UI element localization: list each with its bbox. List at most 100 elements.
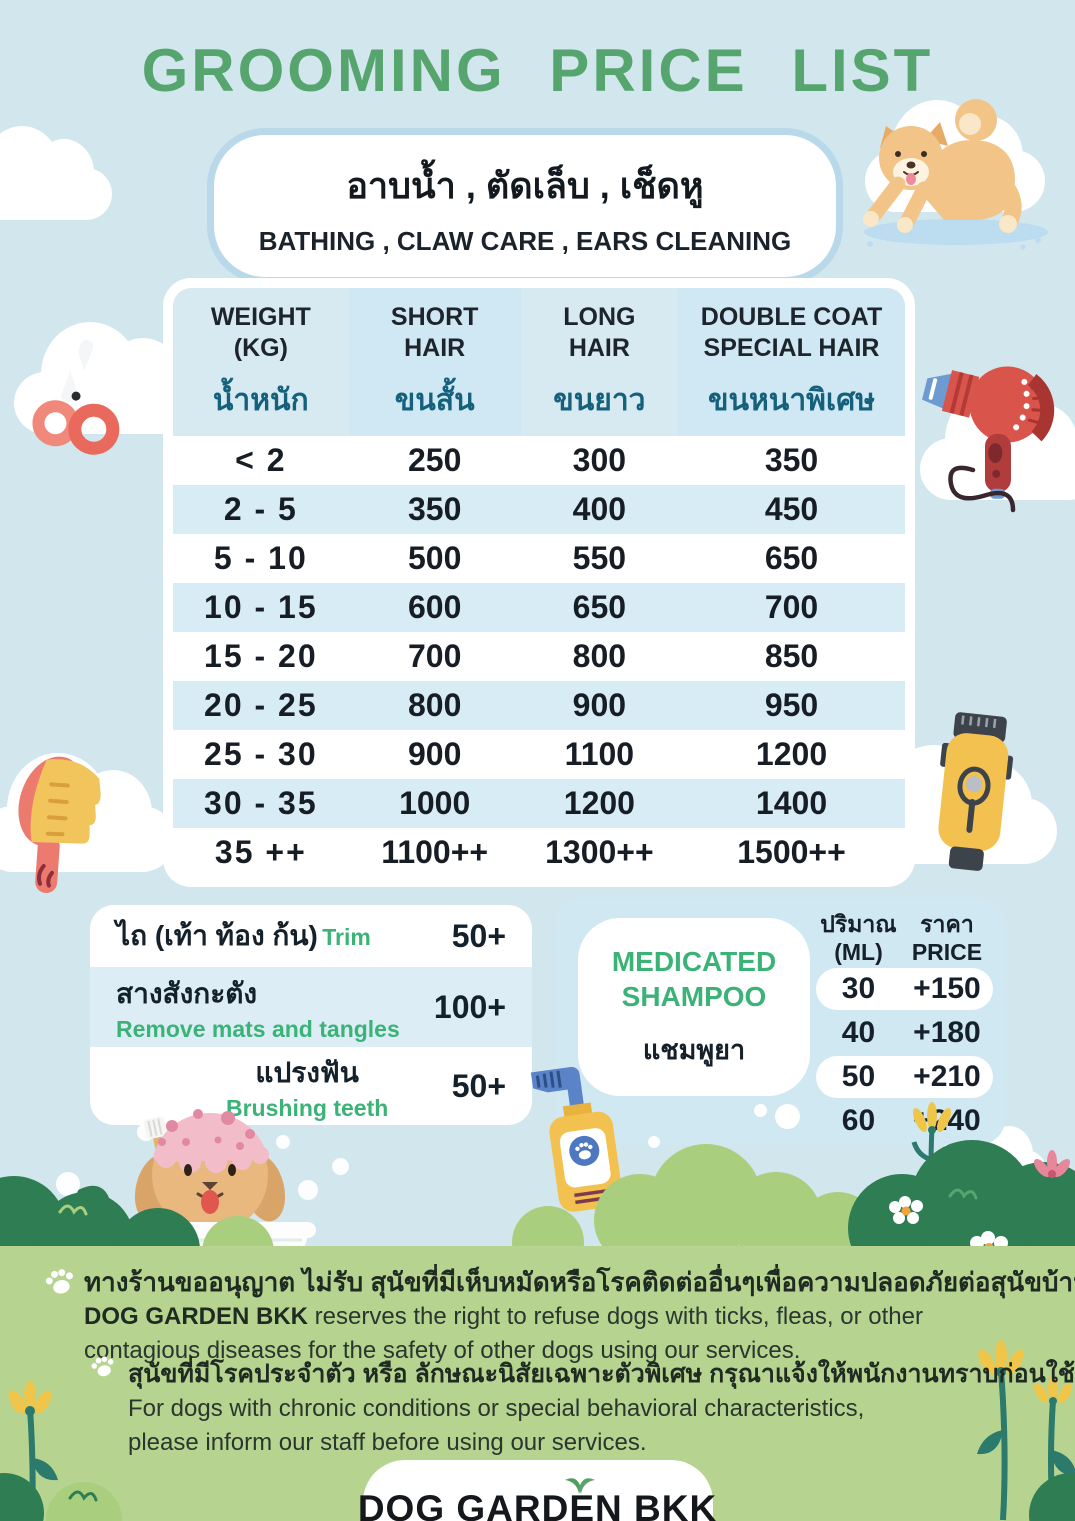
price-cell: 700 — [764, 588, 819, 625]
corner-plant-right — [961, 1330, 1075, 1521]
weight-cell: 10 - 15 — [204, 588, 318, 625]
bushes-decoration — [0, 1100, 1075, 1293]
weight-cell: 25 - 30 — [204, 735, 318, 772]
corner-plant-left — [0, 1378, 154, 1521]
shampoo-price-table: ปริมาณ (ML) ราคา PRICE 30 +150 40 +180 5… — [816, 910, 993, 1142]
price-cell: 250 — [407, 441, 462, 478]
price-cell: 1300++ — [545, 833, 654, 870]
price-row: 20 - 25 800 900 950 — [173, 680, 905, 730]
price-cell: 500 — [407, 539, 462, 576]
note2-english: For dogs with chronic conditions or spec… — [128, 1395, 865, 1457]
price-cell: 1400 — [755, 784, 828, 821]
shampoo-price: +150 — [913, 972, 981, 1006]
price-table-header: WEIGHT (KG) น้ำหนัก SHORT HAIR ขนสั้น LO… — [173, 288, 905, 436]
bubble-icon — [332, 1158, 349, 1175]
column-header-short-hair: SHORT HAIR ขนสั้น — [348, 288, 521, 436]
price-row: 15 - 20 700 800 850 — [173, 632, 905, 681]
weight-cell: 20 - 25 — [204, 686, 318, 723]
paw-print-icon — [44, 1266, 76, 1296]
shampoo-ml: 60 — [841, 1104, 876, 1138]
hair-dryer-icon — [913, 342, 1063, 522]
price-cell: 900 — [407, 735, 462, 772]
shampoo-column-volume: ปริมาณ (ML) — [820, 911, 897, 966]
column-header-weight: WEIGHT (KG) น้ำหนัก — [173, 288, 349, 436]
price-cell: 550 — [572, 539, 627, 576]
price-cell: 800 — [572, 637, 627, 674]
note2-thai: สุนัขที่มีโรคประจำตัว หรือ ลักษณะนิสัยเฉ… — [128, 1360, 1075, 1388]
price-cell: 1000 — [399, 784, 471, 821]
subtitle-thai: อาบน้ำ , ตัดเล็บ , เช็ดหู — [346, 165, 704, 206]
weight-cell: 2 - 5 — [223, 490, 298, 527]
extra-service-english: Brushing teeth — [226, 1094, 389, 1121]
shampoo-bottle-icon — [511, 1044, 653, 1224]
weight-cell: 15 - 20 — [204, 637, 318, 674]
column-header-long-hair: LONG HAIR ขนยาว — [520, 288, 679, 436]
extra-service-english: Remove mats and tangles — [116, 1015, 400, 1042]
price-cell: 650 — [572, 588, 627, 625]
price-cell: 450 — [764, 490, 819, 527]
extra-service-thai: ไถ (เท้า ท้อง ก้น) — [116, 920, 318, 951]
extra-service-thai: สางสังกะตัง — [116, 977, 258, 1009]
price-row: 35 ++ 1100++ 1300++ 1500++ — [173, 828, 905, 877]
shampoo-row: 40 +180 — [816, 1012, 993, 1054]
shampoo-ml: 40 — [841, 1016, 876, 1050]
price-cell: 1200 — [563, 784, 635, 821]
price-row: 30 - 35 1000 1200 1400 — [173, 778, 905, 828]
shampoo-ml: 50 — [841, 1060, 876, 1094]
page-title: GROOMING PRICE LIST — [141, 37, 934, 104]
extra-service-thai: แปรงฟัน — [255, 1056, 359, 1088]
price-cell: 1100++ — [381, 833, 489, 870]
price-cell: 1500++ — [737, 833, 846, 870]
logo-badge: DOG GARDEN BKK — [358, 1460, 716, 1521]
extra-service-price: 50+ — [451, 917, 506, 954]
bubble-icon — [648, 1136, 660, 1148]
weight-cell: 5 - 10 — [213, 539, 308, 576]
grooming-brush-icon — [0, 735, 115, 900]
hair-clipper-icon — [916, 704, 1029, 888]
weight-cell: 35 ++ — [214, 833, 307, 870]
price-cell: 1100 — [564, 735, 635, 772]
shampoo-column-price: ราคา PRICE — [911, 911, 983, 966]
price-cell: 600 — [407, 588, 462, 625]
extra-service-price: 50+ — [451, 1067, 506, 1104]
price-cell: 700 — [407, 637, 462, 674]
price-row: 5 - 10 500 550 650 — [173, 534, 905, 583]
scissors-icon — [16, 330, 141, 460]
shampoo-ml: 30 — [841, 972, 876, 1006]
note1-thai: ทางร้านขออนุญาต ไม่รับ สุนัขที่มีเห็บหมั… — [84, 1267, 1075, 1297]
shampoo-row: 50 +210 — [816, 1056, 993, 1099]
price-row: 2 - 5 350 400 450 — [173, 484, 905, 534]
price-cell: 900 — [572, 686, 627, 723]
price-cell: 350 — [764, 441, 819, 478]
extra-service-row: สางสังกะตัง Remove mats and tangles 100+ — [90, 967, 532, 1047]
weight-cell: < 2 — [235, 441, 287, 478]
extra-service-row: ไถ (เท้า ท้อง ก้น) Trim 50+ — [90, 905, 532, 967]
pink-flower — [1033, 1150, 1071, 1178]
price-cell: 300 — [572, 441, 627, 478]
extra-service-row: แปรงฟัน Brushing teeth 50+ — [90, 1047, 532, 1125]
extra-services-box: ไถ (เท้า ท้อง ก้น) Trim 50+ สางสังกะตัง … — [90, 905, 532, 1125]
price-cell: 650 — [764, 539, 819, 576]
thought-bubble-dot — [754, 1104, 767, 1117]
paw-print-icon — [90, 1354, 116, 1378]
price-cell: 800 — [407, 686, 462, 723]
extra-service-english: Trim — [322, 924, 371, 950]
shampoo-title-bubble: MEDICATED SHAMPOO แชมพูยา — [578, 918, 810, 1096]
bubble-icon — [56, 1172, 80, 1196]
subtitle-english: BATHING , CLAW CARE , EARS CLEANING — [258, 226, 792, 256]
brand-name: DOG GARDEN BKK — [84, 1303, 309, 1330]
daisy-flower — [889, 1196, 923, 1224]
price-table-body: < 2 250 300 350 2 - 5 350 400 450 5 - 10… — [173, 436, 905, 877]
price-cell: 950 — [764, 686, 819, 723]
shampoo-title-thai: แชมพูยา — [642, 1034, 746, 1065]
price-row: < 2 250 300 350 — [173, 436, 905, 485]
price-cell: 400 — [572, 490, 627, 527]
price-cell: 1200 — [755, 735, 828, 772]
cloud-icon — [0, 126, 112, 220]
shampoo-title-english: MEDICATED SHAMPOO — [611, 945, 777, 1012]
shiba-dog-icon — [848, 92, 1053, 257]
logo-text: DOG GARDEN BKK — [357, 1488, 718, 1521]
shampoo-price: +180 — [913, 1016, 981, 1050]
shampoo-row: 30 +150 — [816, 968, 993, 1011]
